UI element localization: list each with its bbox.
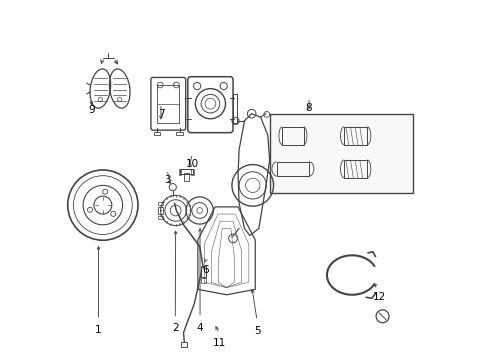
Bar xyxy=(233,94,237,123)
Text: 3: 3 xyxy=(163,175,170,185)
Text: 10: 10 xyxy=(185,159,198,169)
Bar xyxy=(157,85,179,123)
Bar xyxy=(176,132,183,135)
Text: 2: 2 xyxy=(172,324,178,333)
Text: 4: 4 xyxy=(196,323,203,333)
Text: 7: 7 xyxy=(157,109,164,119)
Text: 8: 8 xyxy=(305,103,312,113)
Bar xyxy=(282,127,303,145)
Bar xyxy=(153,132,160,135)
Bar xyxy=(276,162,308,176)
Text: 5: 5 xyxy=(253,325,260,336)
Text: 11: 11 xyxy=(212,338,225,348)
Bar xyxy=(269,114,412,193)
Bar xyxy=(191,168,194,175)
Bar xyxy=(158,207,163,214)
Text: 1: 1 xyxy=(95,325,102,335)
Bar xyxy=(181,342,187,347)
Bar xyxy=(158,202,163,205)
Bar xyxy=(178,168,181,175)
Text: 6: 6 xyxy=(202,265,209,275)
Bar xyxy=(344,127,366,145)
Bar xyxy=(344,160,366,178)
Text: 12: 12 xyxy=(371,292,385,302)
Bar xyxy=(201,278,205,283)
Bar xyxy=(184,173,188,181)
Bar xyxy=(180,169,192,174)
Bar xyxy=(201,266,205,277)
Text: 9: 9 xyxy=(88,105,95,115)
Bar xyxy=(158,216,163,219)
